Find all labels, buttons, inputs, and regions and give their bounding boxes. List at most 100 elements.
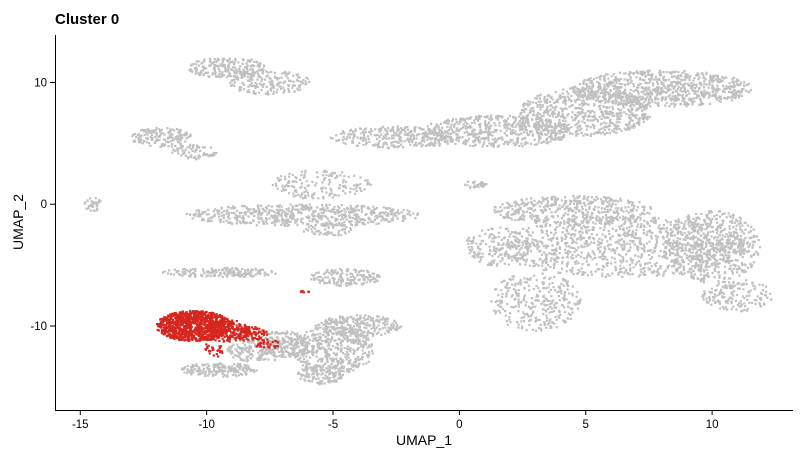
cell-point xyxy=(530,130,533,133)
cell-point xyxy=(722,77,726,80)
cell-point xyxy=(455,118,458,121)
cell-point xyxy=(649,257,652,261)
cell-point xyxy=(685,103,688,106)
cell-point xyxy=(434,138,437,141)
cell-point xyxy=(300,212,303,215)
cell-point xyxy=(232,207,235,210)
cell-point xyxy=(452,124,456,127)
cell-point xyxy=(370,210,373,213)
cell-point xyxy=(283,185,286,188)
cell-point xyxy=(391,219,394,222)
cell-point xyxy=(642,90,645,93)
cell-point xyxy=(472,145,475,148)
cell-point xyxy=(643,114,646,117)
cell-point xyxy=(590,270,593,273)
cell-point xyxy=(399,139,402,142)
cell-point xyxy=(607,98,611,101)
cell-point xyxy=(626,97,629,100)
cell-point xyxy=(653,89,656,92)
cell-point xyxy=(555,105,558,108)
cell-point xyxy=(342,185,345,188)
cell-point xyxy=(691,89,694,92)
cell-point xyxy=(521,241,524,244)
cell-point xyxy=(582,99,585,102)
cell-point xyxy=(363,188,366,191)
cell-point xyxy=(270,221,274,224)
cell-point xyxy=(159,129,162,132)
cell-point xyxy=(634,95,638,98)
cell-point xyxy=(172,138,175,141)
cell-point xyxy=(524,246,527,249)
cell-point xyxy=(651,231,654,235)
cell-point xyxy=(648,268,651,271)
cell-point xyxy=(388,207,391,210)
cell-point xyxy=(447,118,450,121)
cell-point xyxy=(545,122,548,125)
cell-point xyxy=(606,84,609,87)
cell-point xyxy=(145,131,148,134)
cell-point xyxy=(636,245,639,248)
cell-point xyxy=(319,216,322,219)
cell-point xyxy=(583,242,586,245)
cell-point xyxy=(543,95,546,99)
cell-point xyxy=(300,218,303,221)
cell-point xyxy=(523,103,526,106)
cell-point xyxy=(540,224,543,227)
cell-point xyxy=(522,123,525,126)
cell-point xyxy=(661,89,664,92)
cell-point xyxy=(630,224,633,228)
cell-point xyxy=(608,247,611,250)
cell-point xyxy=(663,256,667,259)
cell-point xyxy=(406,209,409,212)
cell-point xyxy=(222,65,225,68)
cell-point xyxy=(194,67,197,70)
cell-point xyxy=(277,214,280,217)
cell-point xyxy=(231,222,234,225)
cell-point xyxy=(641,72,644,75)
cell-point xyxy=(413,128,416,131)
cell-point xyxy=(618,271,621,274)
cell-point xyxy=(444,120,447,123)
cell-point xyxy=(360,189,363,192)
cell-point xyxy=(638,104,642,107)
cell-point xyxy=(191,146,195,149)
cell-point xyxy=(628,219,631,222)
cell-point xyxy=(412,135,415,138)
cell-point xyxy=(397,209,400,212)
cell-point xyxy=(324,187,327,190)
cell-point xyxy=(586,274,589,277)
cell-point xyxy=(466,117,469,120)
cell-point xyxy=(229,68,232,71)
cell-point xyxy=(646,233,649,236)
cell-point xyxy=(251,64,254,67)
cell-point xyxy=(149,136,152,139)
cell-point xyxy=(199,213,202,216)
cell-point xyxy=(659,69,662,72)
cell-point xyxy=(547,109,550,112)
cell-point xyxy=(603,79,606,82)
cell-point xyxy=(685,101,689,104)
cell-point xyxy=(241,215,244,218)
cell-point xyxy=(330,174,333,177)
cell-point xyxy=(551,131,554,134)
cell-point xyxy=(519,208,522,211)
cell-point xyxy=(697,73,700,76)
cell-point xyxy=(154,141,157,144)
cell-point xyxy=(295,219,298,222)
cell-point xyxy=(597,88,600,91)
cell-point xyxy=(285,218,288,221)
cell-point xyxy=(699,103,702,107)
cell-point xyxy=(370,220,373,223)
cell-point xyxy=(695,83,698,86)
cell-point xyxy=(646,91,649,94)
cell-point xyxy=(203,60,206,63)
cell-point xyxy=(209,59,212,62)
cell-point xyxy=(544,259,547,262)
cell-point xyxy=(586,219,589,222)
cell-point xyxy=(356,219,359,222)
cell-point xyxy=(342,181,345,184)
cell-point xyxy=(612,114,615,117)
cell-point xyxy=(343,224,346,227)
cell-point xyxy=(536,240,539,243)
cell-point xyxy=(511,125,514,128)
